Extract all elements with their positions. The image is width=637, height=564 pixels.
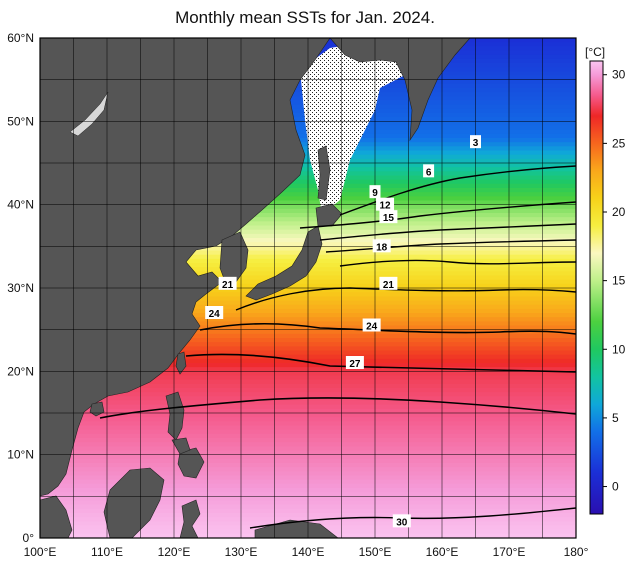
isotherm-21: [199, 322, 576, 335]
contour-label-box: [362, 318, 381, 332]
lat-label: 40°N: [7, 198, 34, 212]
contour-label-box: [379, 210, 398, 224]
contour-label-box: [205, 306, 224, 319]
isotherm-15: [339, 259, 576, 267]
contour-label-box: [218, 276, 237, 290]
land-malaya: [40, 495, 73, 538]
isotherm-12: [325, 239, 576, 253]
contour-label-box: [376, 197, 395, 211]
contour-label: 24: [362, 318, 381, 333]
contour-label-box: [369, 185, 381, 199]
map-frame: [39, 37, 577, 539]
contour-label-text: 30: [396, 517, 408, 528]
isotherms: [99, 165, 576, 529]
colorbar-ticks: 30 25 20 15 10 5 0: [603, 68, 626, 494]
land-ice-island: [69, 91, 109, 137]
contour-label-box: [392, 514, 411, 528]
lon-label: 160°E: [426, 545, 459, 559]
map-title: Monthly mean SSTs for Jan. 2024.: [175, 8, 435, 27]
contour-label-box: [379, 276, 398, 290]
lon-label: 130°E: [225, 545, 258, 559]
isotherm-27: [99, 397, 576, 419]
contour-label-text: 15: [383, 213, 395, 224]
land: [40, 38, 471, 538]
lon-label: 170°E: [493, 545, 526, 559]
lat-label: 50°N: [7, 114, 34, 128]
lon-label: 150°E: [359, 545, 392, 559]
contour-label-text: 21: [383, 280, 395, 291]
colorbar-tick-label: 0: [612, 480, 619, 494]
contour-label-text: 18: [376, 242, 388, 253]
contour-label-text: 12: [379, 201, 391, 212]
contour-label-box: [345, 356, 364, 369]
colorbar-tick-label: 10: [612, 342, 626, 356]
contour-label: 24: [205, 306, 224, 320]
isotherm-6: [299, 201, 576, 229]
contour-label: 3: [470, 135, 481, 149]
lat-label: 30°N: [7, 281, 34, 295]
contour-label-text: 24: [366, 322, 378, 333]
isotherm-9: [319, 223, 576, 241]
contour-label: 18: [372, 239, 391, 253]
lat-label: 10°N: [7, 448, 34, 462]
lon-label: 100°E: [24, 545, 57, 559]
colorbar-tick-label: 30: [612, 68, 626, 82]
isotherm-18: [235, 287, 576, 311]
contour-label: 30: [392, 514, 411, 528]
colorbar: [°C] 30 25 20 15 10 5 0: [585, 45, 626, 515]
lon-label: 120°E: [158, 545, 191, 559]
longitude-labels: 100°E 110°E 120°E 130°E 140°E 150°E 160°E 170°E…: [24, 545, 589, 559]
contour-label: 15: [379, 210, 398, 224]
land-hainan: [89, 401, 105, 417]
colorbar-tick-label: 5: [612, 411, 619, 425]
land-visayas: [171, 437, 191, 455]
land-luzon: [165, 391, 185, 441]
contour-label: 6: [423, 164, 435, 178]
lon-label: 140°E: [292, 545, 325, 559]
land-taiwan: [175, 351, 187, 375]
contour-label-box: [470, 135, 481, 149]
latitude-labels: 60°N 50°N 40°N 30°N 20°N 10°N 0°: [7, 31, 34, 545]
colorbar-tick-label: 20: [612, 205, 626, 219]
land-japan-honshu: [245, 225, 323, 301]
contour-label: 9: [369, 185, 381, 199]
colorbar-tick-label: 15: [612, 274, 626, 288]
contour-label-text: 9: [372, 188, 378, 199]
land-sulawesi: [179, 499, 201, 538]
lat-label: 0°: [23, 531, 35, 545]
colorbar-bar: [589, 60, 604, 515]
contour-label: 21: [218, 276, 237, 291]
colorbar-tick-label: 25: [612, 136, 626, 150]
contour-label: 27: [345, 356, 364, 370]
colorbar-unit: [°C]: [585, 45, 605, 59]
contour-label-text: 24: [209, 309, 221, 320]
land-kamchatka: [329, 38, 471, 142]
contour-label: 21: [379, 276, 398, 291]
land-mindanao: [177, 447, 205, 479]
contour-label-text: 21: [222, 280, 234, 291]
land-sakhalin: [317, 145, 331, 201]
lon-label: 110°E: [91, 545, 123, 559]
isotherm-24: [185, 353, 576, 373]
lat-label: 20°N: [7, 364, 34, 378]
contour-label-text: 3: [473, 138, 479, 149]
lon-label: 180°: [564, 545, 589, 559]
lat-label: 60°N: [7, 31, 34, 45]
contour-label-box: [423, 164, 435, 178]
contour-label-box: [372, 239, 391, 253]
land-asia: [40, 38, 331, 497]
contour-label: 12: [376, 197, 395, 212]
contour-label-text: 27: [349, 359, 361, 370]
contour-label-text: 6: [426, 167, 432, 178]
